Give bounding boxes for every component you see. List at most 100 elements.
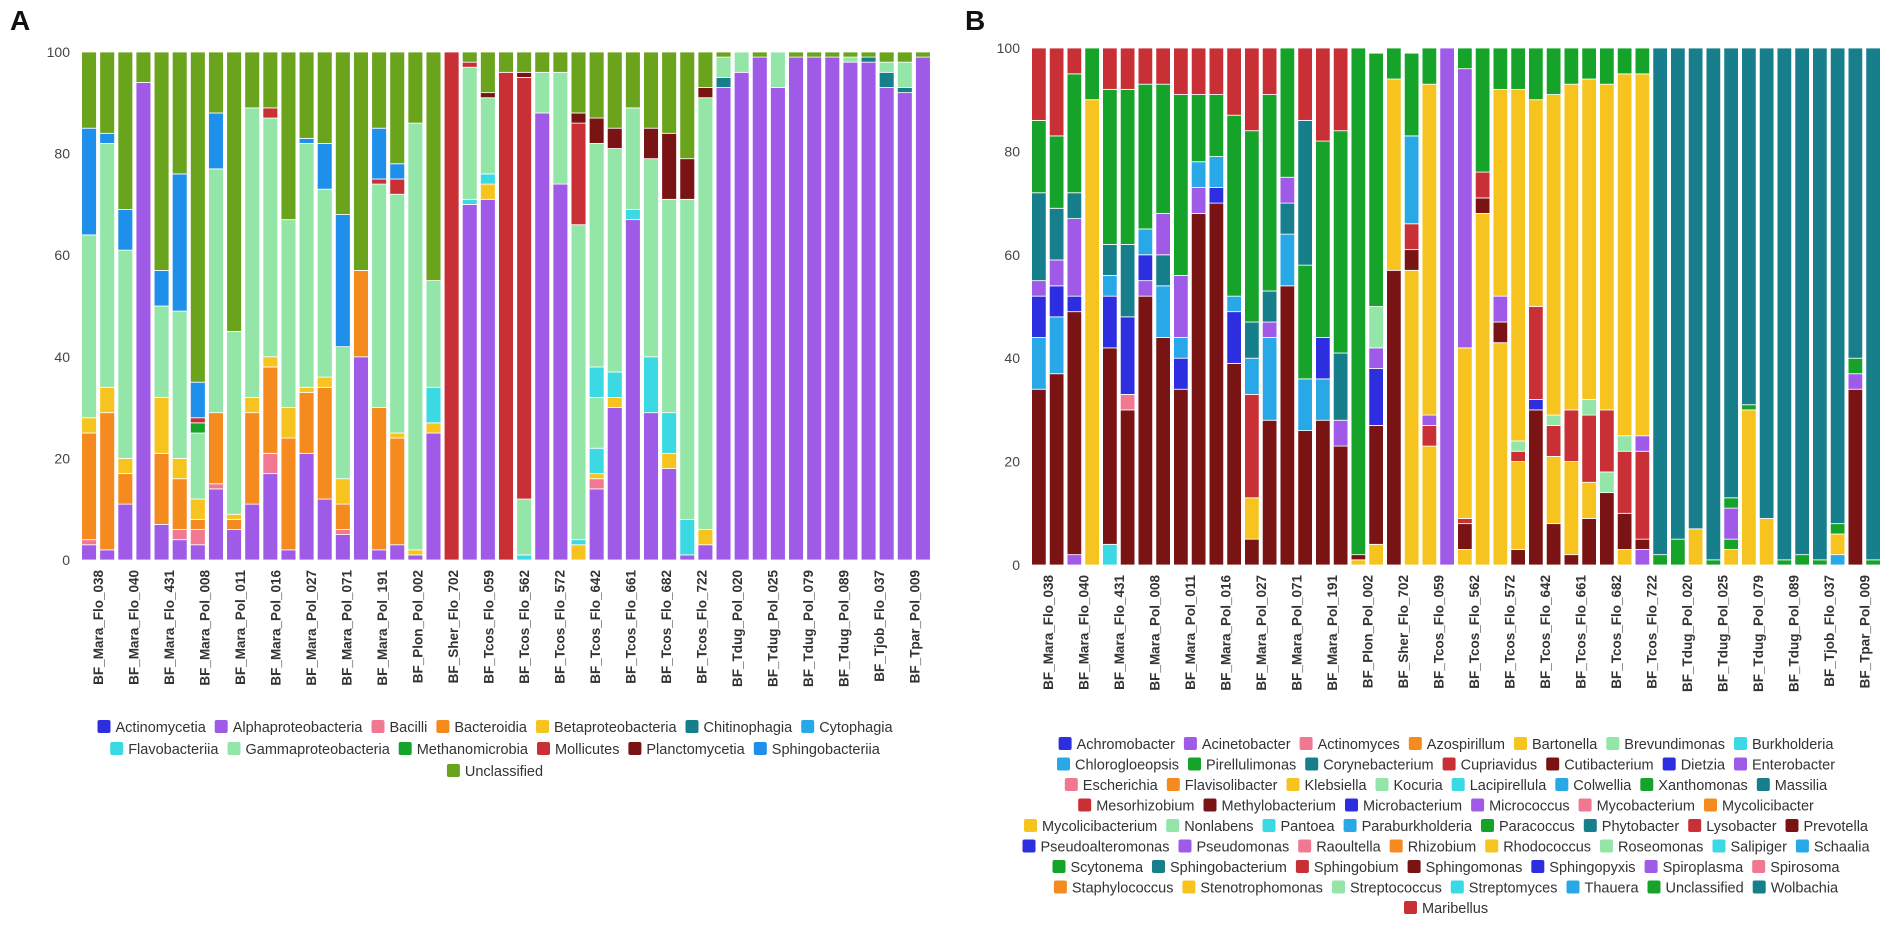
bar-segment <box>371 178 387 185</box>
y-tick-label: 20 <box>54 450 70 466</box>
bar-segment <box>1545 414 1562 426</box>
bar-segment <box>153 452 170 525</box>
legend-swatch <box>1343 819 1357 832</box>
bar-segment <box>1350 554 1367 561</box>
bar-segment <box>552 51 569 73</box>
legend-swatch <box>1375 778 1389 791</box>
legend-label: Cutibacterium <box>1564 758 1653 774</box>
legend-item: Micrococcus <box>1471 798 1570 815</box>
bar-segment <box>1510 461 1526 550</box>
bar-segment <box>353 270 369 358</box>
legend-item: Microbacterium <box>1345 798 1462 815</box>
legend-item: Roseomonas <box>1600 839 1703 856</box>
x-tick-label: BF_Tcos_Flo_562 <box>1467 575 1482 689</box>
bar-segment <box>1155 213 1171 256</box>
x-tick-label: BF_Mara_Flo_038 <box>1041 575 1056 690</box>
legend-swatch <box>1662 757 1676 771</box>
bar-segment <box>1563 461 1580 556</box>
bar-segment <box>298 391 315 454</box>
bar-segment <box>1102 88 1118 245</box>
legend-swatch <box>1389 839 1403 853</box>
bar-segment <box>1421 445 1438 566</box>
bar-segment <box>1031 337 1047 390</box>
legend-swatch <box>1183 737 1197 750</box>
bar-segment <box>1741 47 1757 406</box>
bar-segment <box>171 539 188 561</box>
legend-label: Kocuria <box>1394 778 1444 794</box>
bar-segment <box>335 503 351 530</box>
legend-swatch <box>214 720 228 733</box>
bar-segment <box>770 51 786 88</box>
bar-segment <box>1048 135 1065 209</box>
bar-segment <box>1066 192 1083 220</box>
bar-segment <box>570 224 587 541</box>
legend-item: Alphaproteobacteria <box>214 720 363 736</box>
bar-segment <box>1226 311 1242 364</box>
bar-segment <box>262 473 279 561</box>
legend-label: Microbacterium <box>1363 799 1462 815</box>
x-tick-label: BF_Tdug_Pol_079 <box>801 570 816 687</box>
legend-swatch <box>436 720 450 733</box>
x-tick-label: BF_Mara_Pol_008 <box>197 570 212 686</box>
bar-segment <box>244 412 261 505</box>
bar-segment <box>1528 99 1544 307</box>
bar-segment <box>81 432 97 541</box>
legend-item: Mycolicibacterium <box>1024 819 1157 835</box>
bar-segment <box>1510 88 1526 442</box>
bar-segment <box>516 51 532 73</box>
bar-segment <box>189 381 206 419</box>
legend-item: Methylobacterium <box>1203 798 1336 815</box>
bar-segment <box>1244 47 1260 132</box>
bar-segment <box>280 437 297 551</box>
legend-label: Xanthomonas <box>1658 778 1747 794</box>
bar-segment <box>1350 47 1367 556</box>
bar-segment <box>1208 187 1225 204</box>
bar-segment <box>353 51 369 271</box>
bar-segment <box>1829 533 1846 556</box>
y-tick-label: 40 <box>1004 350 1020 366</box>
bar-segment <box>1119 88 1136 245</box>
bar-segment <box>588 51 605 119</box>
legend-label: Prevotella <box>1804 819 1869 835</box>
bar-segment <box>878 71 895 88</box>
bar-segment <box>1244 321 1260 359</box>
bar-segment <box>915 51 931 58</box>
legend-label: Unclassified <box>1666 881 1744 897</box>
bar-segment <box>189 417 206 424</box>
y-tick-label: 60 <box>1004 247 1020 263</box>
bar-segment <box>588 478 605 490</box>
x-tick-label: BF_Mara_Pol_027 <box>304 570 319 686</box>
legend-item: Achromobacter <box>1058 737 1175 753</box>
bar-segment <box>1510 47 1526 90</box>
bar-segment <box>1829 554 1846 566</box>
legend-label: Scytonema <box>1071 860 1144 876</box>
legend-label: Sphingomonas <box>1426 860 1523 876</box>
bar-segment <box>1652 554 1668 566</box>
bar-segment <box>262 366 279 454</box>
bar-segment <box>1687 528 1704 566</box>
x-tick-label: BF_Mara_Pol_016 <box>1218 575 1233 691</box>
legend-label: Unclassified <box>465 764 543 780</box>
legend-swatch <box>1555 778 1569 791</box>
bar-segment <box>606 407 623 561</box>
bar-segment <box>1439 47 1455 566</box>
bar-segment <box>625 219 641 561</box>
bar-segment <box>1102 295 1118 349</box>
bar-segment <box>661 198 677 414</box>
legend-item: Burkholderia <box>1734 737 1834 753</box>
bar-segment <box>153 305 170 398</box>
bar-segment <box>1119 244 1136 318</box>
bar-segment <box>1226 362 1242 566</box>
legend-swatch <box>1704 798 1717 812</box>
bar-segment <box>171 51 188 175</box>
legend-item: Rhizobium <box>1389 839 1476 856</box>
bar-segment <box>244 503 261 561</box>
bar-segment <box>480 173 496 185</box>
bar-segment <box>1386 47 1402 80</box>
bar-segment <box>661 132 677 200</box>
legend-swatch <box>1166 778 1180 791</box>
x-tick-label: BF_Tcos_Flo_682 <box>659 570 674 684</box>
bar-segment <box>1279 233 1296 287</box>
legend-item: Spirosoma <box>1752 860 1840 876</box>
